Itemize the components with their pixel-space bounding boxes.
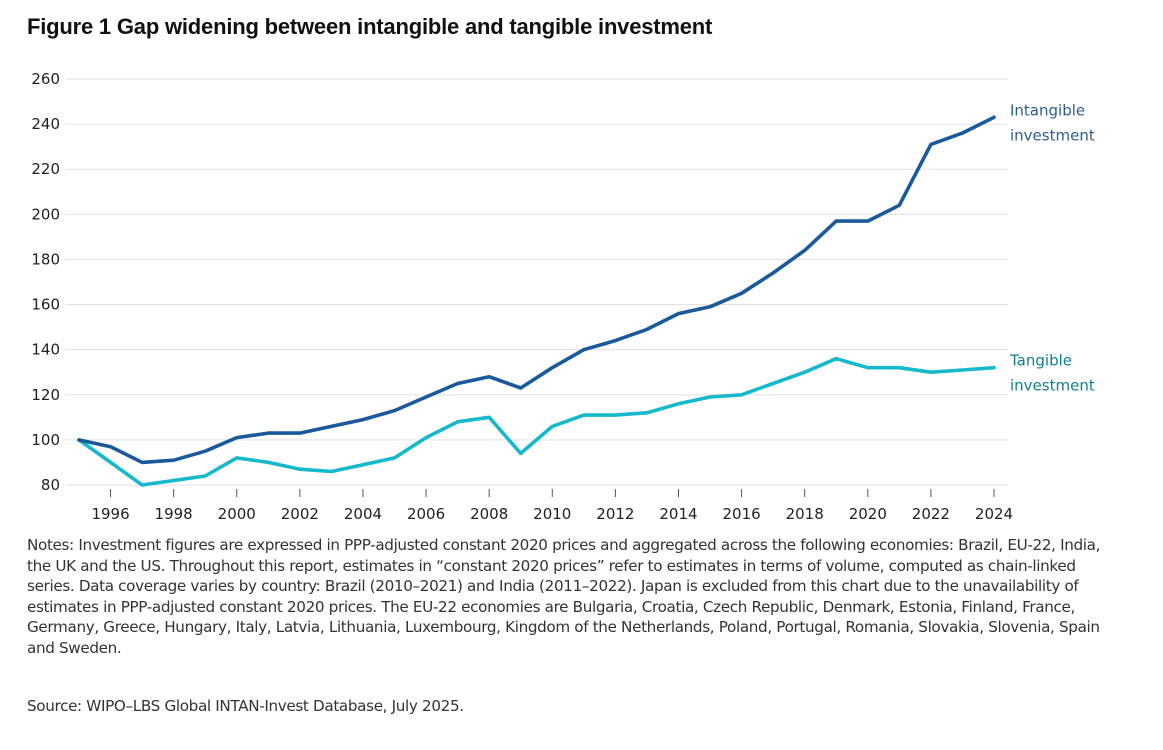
intangible-series-label: investment bbox=[1010, 126, 1095, 144]
gridlines bbox=[65, 78, 1008, 486]
tangible-series-label: investment bbox=[1010, 377, 1095, 395]
x-tick-label: 2004 bbox=[344, 505, 382, 523]
x-tick-label: 2000 bbox=[218, 505, 256, 523]
x-tick-label: 2008 bbox=[470, 505, 508, 523]
chart-title: Figure 1 Gap widening between intangible… bbox=[27, 14, 713, 39]
x-tick-label: 2002 bbox=[281, 505, 319, 523]
y-tick-label: 140 bbox=[31, 341, 60, 359]
series-labels: Intangible investment Tangible investment bbox=[1009, 101, 1095, 394]
x-tick-label: 2020 bbox=[849, 505, 887, 523]
x-tick-label: 2024 bbox=[975, 505, 1013, 523]
x-tick-label: 2014 bbox=[659, 505, 697, 523]
chart-notes: Notes: Investment figures are expressed … bbox=[27, 536, 1101, 657]
x-tick-label: 2006 bbox=[407, 505, 445, 523]
y-tick-label: 160 bbox=[31, 296, 60, 314]
x-axis: 1996 1998 2000 2002 2004 2006 2008 2010 2012 2014… bbox=[91, 489, 1013, 523]
series-lines bbox=[77, 115, 996, 487]
y-tick-label: 200 bbox=[31, 205, 60, 223]
x-tick-label: 1998 bbox=[155, 505, 193, 523]
x-tick-label: 2018 bbox=[786, 505, 824, 523]
intangible-series-label: Intangible bbox=[1010, 101, 1085, 119]
line-chart: 80 100 120 140 160 180 200 220 240 260 1996 1998 20… bbox=[31, 70, 1095, 523]
y-tick-label: 260 bbox=[31, 70, 60, 88]
y-tick-label: 100 bbox=[31, 431, 60, 449]
y-tick-label: 220 bbox=[31, 160, 60, 178]
y-tick-label: 240 bbox=[31, 115, 60, 133]
y-tick-label: 180 bbox=[31, 250, 60, 268]
tangible-series-label: Tangible bbox=[1009, 352, 1072, 370]
x-tick-label: 2022 bbox=[912, 505, 950, 523]
x-tick-label: 2012 bbox=[596, 505, 634, 523]
tangible-investment-line bbox=[77, 356, 996, 487]
x-tick-label: 2016 bbox=[722, 505, 760, 523]
x-tick-label: 1996 bbox=[91, 505, 129, 523]
y-axis: 80 100 120 140 160 180 200 220 240 260 bbox=[31, 70, 60, 494]
chart-source: Source: WIPO–LBS Global INTAN-Invest Dat… bbox=[27, 697, 464, 715]
x-tick-label: 2010 bbox=[533, 505, 571, 523]
intangible-investment-line bbox=[77, 115, 996, 465]
y-tick-label: 120 bbox=[31, 386, 60, 404]
y-tick-label: 80 bbox=[41, 476, 60, 494]
